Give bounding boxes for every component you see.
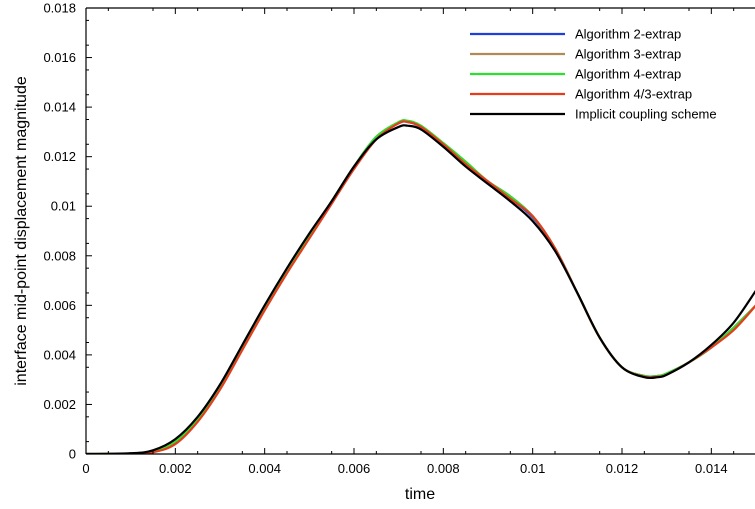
x-tick-label: 0.008 <box>427 461 460 476</box>
plot-area: 0 0.002 0.004 0.006 0.008 0.01 0.012 0.014 0 0.0… <box>43 1 755 476</box>
legend-label: Implicit coupling scheme <box>575 107 717 122</box>
x-tick-label: 0.004 <box>248 461 281 476</box>
y-tick-label: 0.01 <box>51 199 76 214</box>
y-tick-label: 0.002 <box>43 397 76 412</box>
series-line-2 <box>86 119 755 454</box>
y-tick-label: 0.014 <box>43 100 76 115</box>
legend-label: Algorithm 4/3-extrap <box>575 87 692 102</box>
y-tick-label: 0 <box>69 447 76 462</box>
x-tick-label: 0.014 <box>695 461 728 476</box>
y-axis-ticks: 0 0.002 0.004 0.006 0.008 0.01 0.012 0.014 0.016… <box>43 1 92 462</box>
y-tick-label: 0.008 <box>43 248 76 263</box>
x-tick-label: 0.002 <box>159 461 192 476</box>
legend-label: Algorithm 4-extrap <box>575 67 681 82</box>
y-axis-title: interface mid-point displacement magnitu… <box>13 76 30 386</box>
series-line-5 <box>86 124 755 454</box>
x-tick-label: 0.006 <box>338 461 371 476</box>
y-tick-label: 0.018 <box>43 1 76 16</box>
legend-label: Algorithm 3-extrap <box>575 47 681 62</box>
x-axis-ticks: 0 0.002 0.004 0.006 0.008 0.01 0.012 0.014 <box>82 8 735 476</box>
series-lines <box>86 119 755 454</box>
series-line-3 <box>86 119 755 454</box>
legend: Algorithm 2-extrap Algorithm 3-extrap Algo… <box>462 20 755 132</box>
y-tick-label: 0.004 <box>43 347 76 362</box>
series-line-1 <box>86 120 755 454</box>
series-line-4 <box>86 120 755 454</box>
x-tick-label: 0.012 <box>606 461 639 476</box>
x-tick-label: 0 <box>82 461 89 476</box>
x-axis-title: time <box>405 486 435 503</box>
y-tick-label: 0.006 <box>43 298 76 313</box>
legend-label: Algorithm 2-extrap <box>575 27 681 42</box>
y-tick-label: 0.016 <box>43 50 76 65</box>
y-tick-label: 0.012 <box>43 149 76 164</box>
x-tick-label: 0.01 <box>520 461 545 476</box>
